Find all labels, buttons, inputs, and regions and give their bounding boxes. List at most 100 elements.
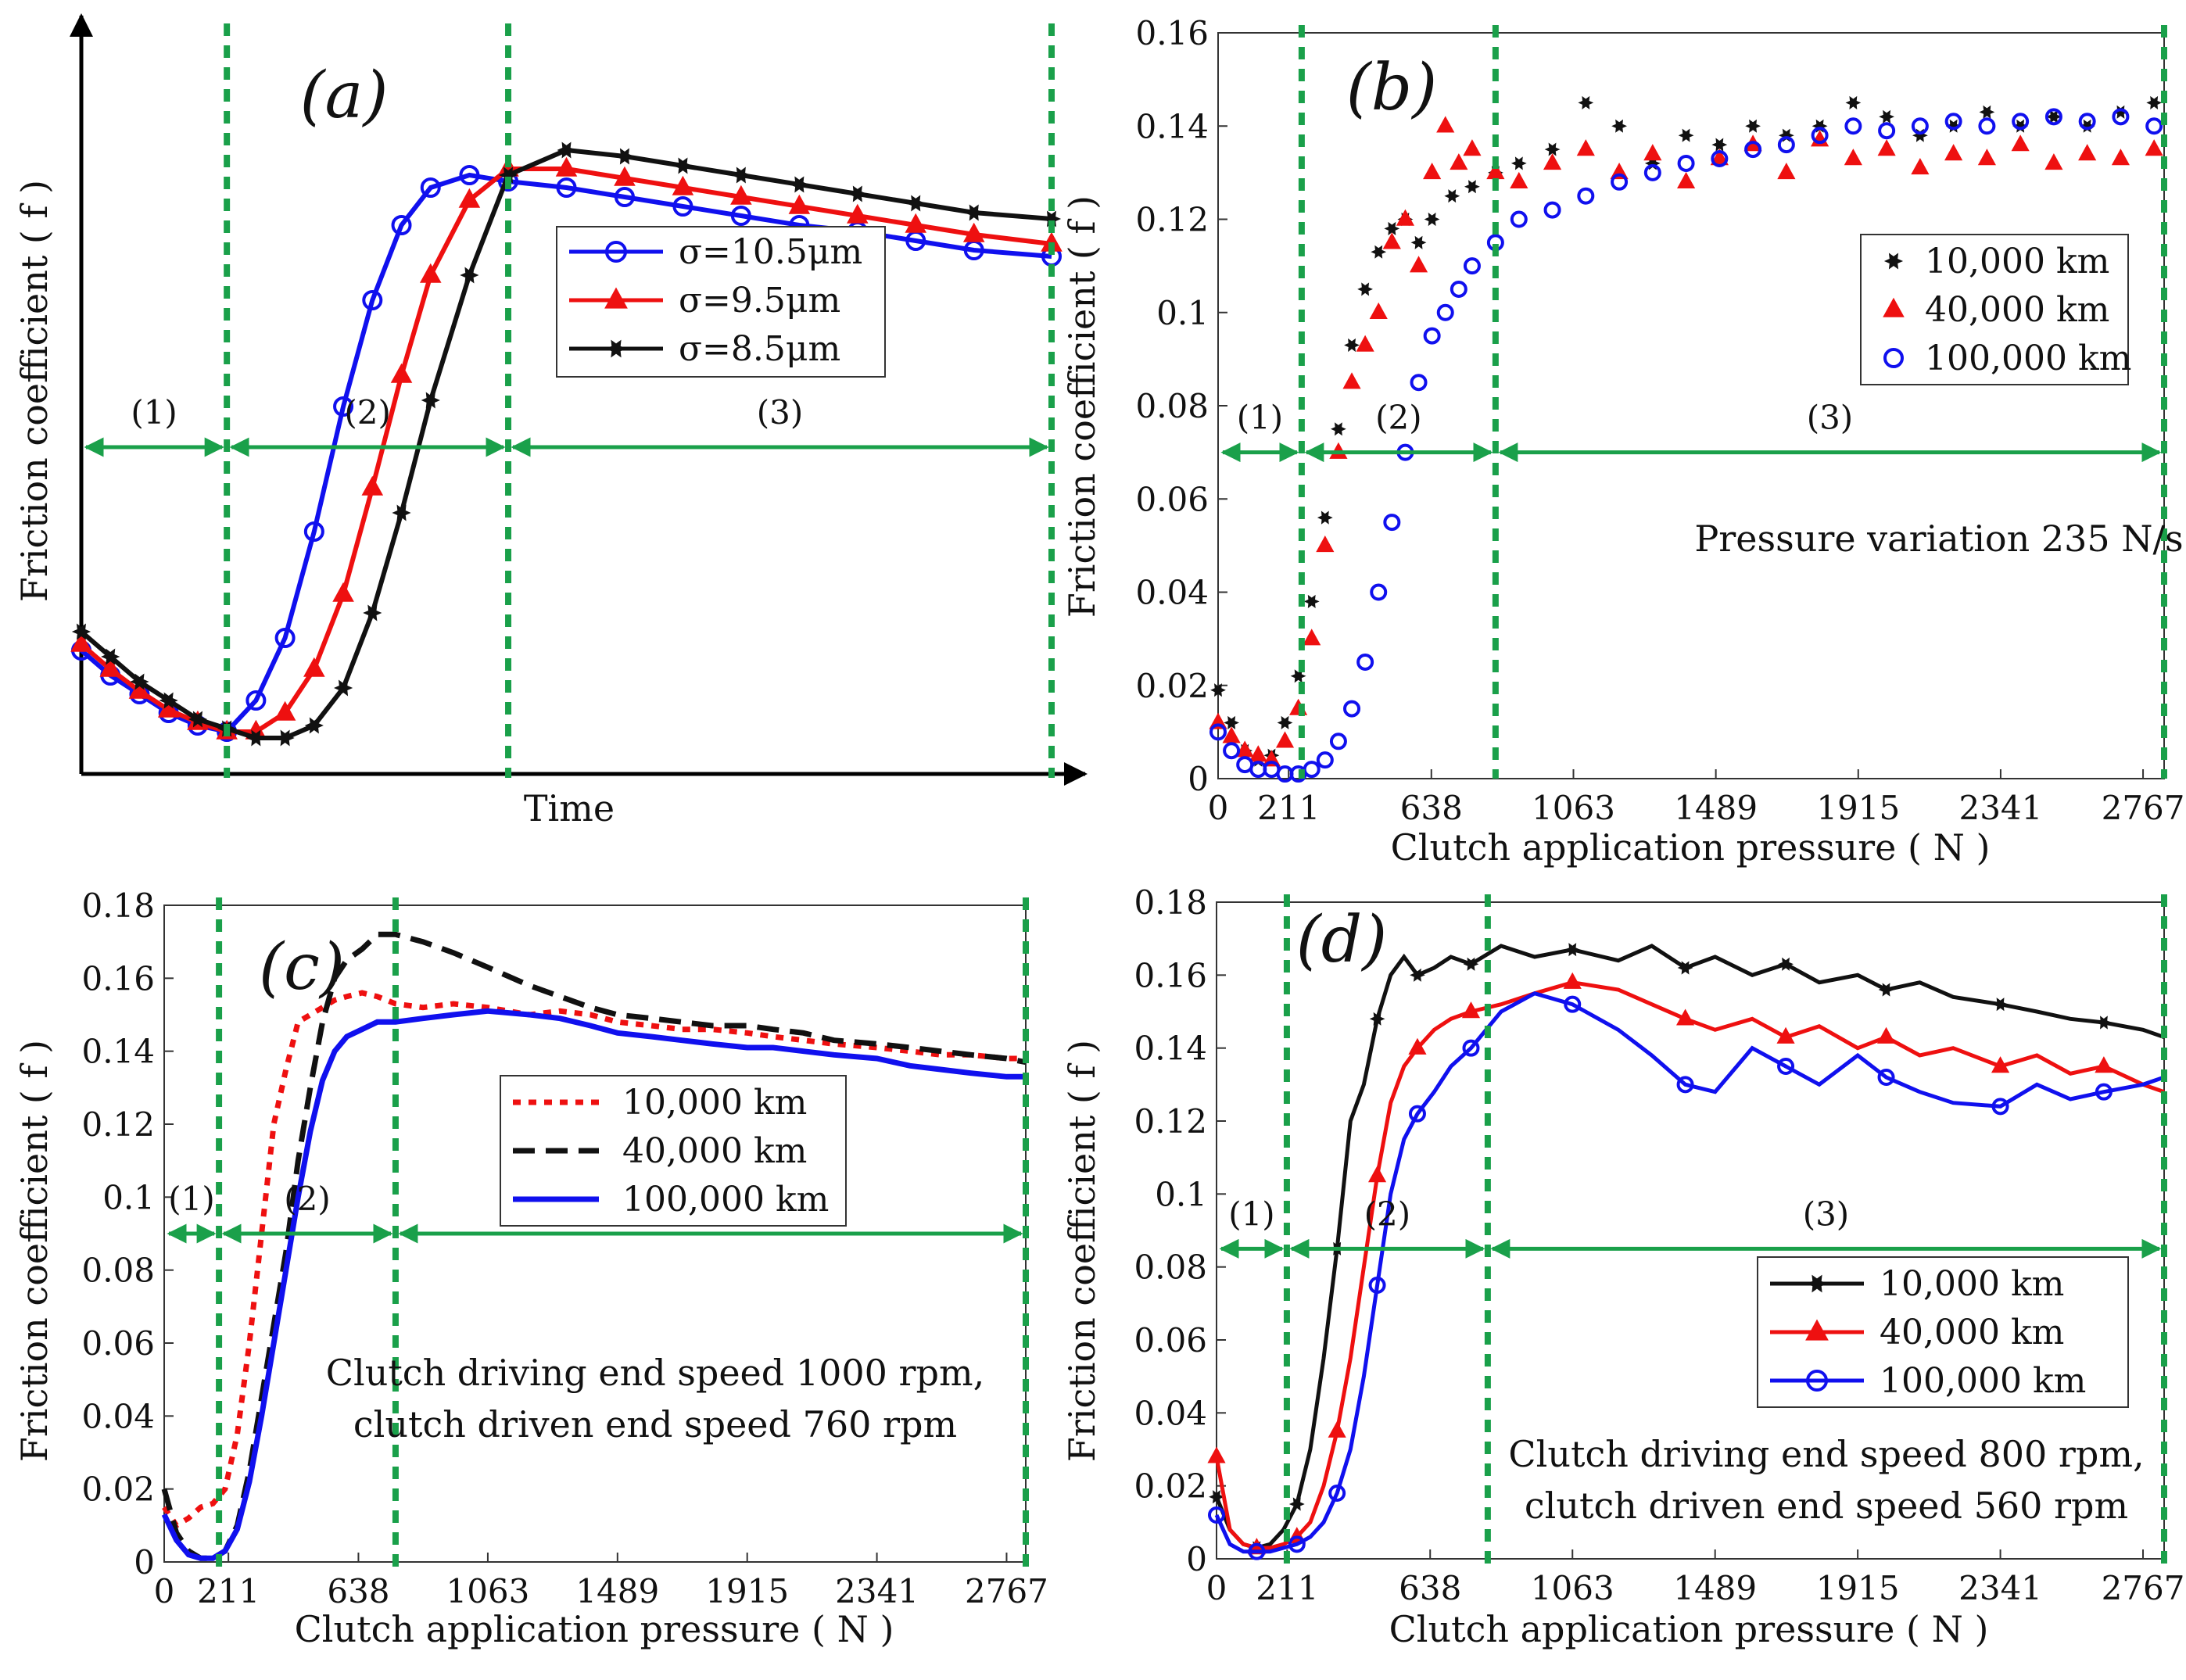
a-data-point bbox=[730, 206, 751, 226]
a-data-point bbox=[730, 184, 752, 205]
d-data-point bbox=[1563, 972, 1582, 989]
b-data-point bbox=[1223, 742, 1241, 760]
b-data-point bbox=[1677, 154, 1695, 172]
x-tick-label: 1489 bbox=[1674, 789, 1758, 827]
b-data-point bbox=[1424, 212, 1440, 227]
c-legend: 10,000 km 40,000 km 100,000 km bbox=[500, 1075, 847, 1227]
c-series-line bbox=[162, 990, 1026, 1530]
b-data-point bbox=[1436, 116, 1455, 133]
d-data-point bbox=[2095, 1056, 2113, 1073]
b-data-point bbox=[1577, 187, 1595, 205]
b-data-point bbox=[1944, 144, 1963, 161]
b-data-point bbox=[1316, 751, 1334, 769]
c-annotation-line1: Clutch driving end speed 1000 rpm, bbox=[326, 1352, 984, 1394]
b-data-point bbox=[1911, 117, 1929, 135]
b-data-point bbox=[1463, 139, 1482, 156]
b-data-point bbox=[2011, 134, 2030, 152]
b-data-point bbox=[2044, 153, 2063, 170]
x-tick-label: 2767 bbox=[2102, 789, 2185, 827]
b-x-label: Clutch application pressure ( N ) bbox=[1391, 826, 1991, 869]
d-panel-letter: (d) bbox=[1296, 903, 1387, 977]
d-data-point bbox=[1368, 1277, 1386, 1294]
a-data-point bbox=[101, 648, 120, 665]
d-data-point bbox=[1992, 998, 2009, 1012]
y-tick-label: 0.14 bbox=[1134, 1030, 1207, 1068]
b-data-point bbox=[1812, 119, 1828, 133]
y-tick-label: 0 bbox=[134, 1543, 155, 1581]
chart-c: 0 211 638 1063 1489 1915 2341 2767 0 0.02 0.04 0.06… bbox=[13, 887, 1048, 1650]
a-data-point bbox=[614, 166, 636, 186]
legend-marker bbox=[1806, 1370, 1828, 1392]
legend-item: 10,000 km bbox=[1770, 1264, 2064, 1304]
d-data-point bbox=[1991, 1098, 2009, 1116]
x-tick-label: 1489 bbox=[575, 1572, 659, 1610]
b-data-point bbox=[1303, 629, 1321, 646]
region-label: (1) bbox=[131, 393, 177, 432]
b-data-point bbox=[1977, 149, 1996, 166]
b-series-group bbox=[1209, 95, 2163, 783]
b-data-point bbox=[2112, 108, 2130, 126]
b-data-point bbox=[2044, 108, 2062, 126]
b-data-point bbox=[1678, 128, 1694, 142]
a-data-point bbox=[905, 213, 927, 233]
b-data-point bbox=[1643, 163, 1661, 181]
b-data-point bbox=[1779, 128, 1794, 142]
b-data-point bbox=[1944, 113, 1962, 131]
b-data-point bbox=[1576, 139, 1595, 156]
b-data-point bbox=[1410, 235, 1427, 249]
y-tick-label: 0.04 bbox=[81, 1397, 155, 1435]
y-tick-label: 0 bbox=[1188, 760, 1209, 798]
y-tick-label: 0.12 bbox=[1134, 1102, 1207, 1141]
a-data-point bbox=[390, 363, 413, 383]
b-data-point bbox=[1676, 171, 1696, 188]
x-tick-label: 1915 bbox=[1816, 789, 1900, 827]
b-data-point bbox=[2145, 139, 2163, 156]
y-tick-label: 0.12 bbox=[1135, 201, 1209, 239]
a-data-point bbox=[788, 194, 811, 214]
d-data-point bbox=[1369, 1012, 1385, 1026]
b-data-point bbox=[1510, 171, 1528, 188]
b-data-point bbox=[1643, 144, 1662, 161]
b-data-point bbox=[2079, 119, 2095, 133]
b-data-point bbox=[1382, 232, 1401, 249]
d-data-point bbox=[1462, 1039, 1480, 1057]
b-data-point bbox=[2146, 95, 2163, 109]
d-data-point bbox=[1288, 1535, 1306, 1553]
y-tick-label: 0.16 bbox=[81, 959, 155, 998]
d-series-line bbox=[1214, 944, 2165, 1550]
legend-label: 10,000 km bbox=[1880, 1264, 2064, 1304]
b-data-point bbox=[1224, 715, 1239, 729]
y-tick-label: 0.18 bbox=[81, 887, 155, 925]
b-data-point bbox=[2111, 149, 2130, 166]
x-tick-label: 638 bbox=[1400, 789, 1463, 827]
b-data-point bbox=[1331, 422, 1346, 436]
a-data-point bbox=[498, 167, 518, 184]
b-data-point bbox=[1436, 303, 1454, 321]
b-data-point bbox=[1777, 162, 1796, 180]
d-series-group bbox=[1207, 943, 2165, 1560]
a-legend: σ=10.5μm σ=9.5μm σ=8.5μm bbox=[556, 226, 886, 378]
b-data-point bbox=[1370, 583, 1388, 601]
legend-item: σ=10.5μm bbox=[569, 232, 862, 272]
a-data-point bbox=[392, 504, 411, 521]
legend-item: 100,000 km bbox=[513, 1180, 829, 1220]
a-data-point bbox=[1041, 210, 1062, 227]
b-data-point bbox=[1290, 669, 1306, 683]
a-data-point bbox=[157, 697, 180, 718]
a-data-point bbox=[275, 729, 295, 747]
legend-label: 10,000 km bbox=[622, 1083, 807, 1123]
d-data-point bbox=[1208, 1506, 1225, 1524]
a-data-point bbox=[246, 729, 266, 747]
b-data-point bbox=[2113, 105, 2129, 119]
b-data-point bbox=[1979, 105, 1995, 119]
c-series-line bbox=[161, 1008, 1026, 1561]
b-data-point bbox=[1344, 338, 1360, 353]
b-data-point bbox=[1543, 201, 1561, 219]
d-data-point bbox=[1410, 968, 1425, 982]
b-data-point bbox=[1450, 280, 1467, 298]
a-data-point bbox=[334, 679, 353, 697]
y-tick-label: 0.14 bbox=[81, 1033, 155, 1071]
d-data-point bbox=[1209, 1490, 1224, 1504]
d-data-point bbox=[1776, 1026, 1795, 1044]
legend-item: 10,000 km bbox=[513, 1083, 807, 1123]
